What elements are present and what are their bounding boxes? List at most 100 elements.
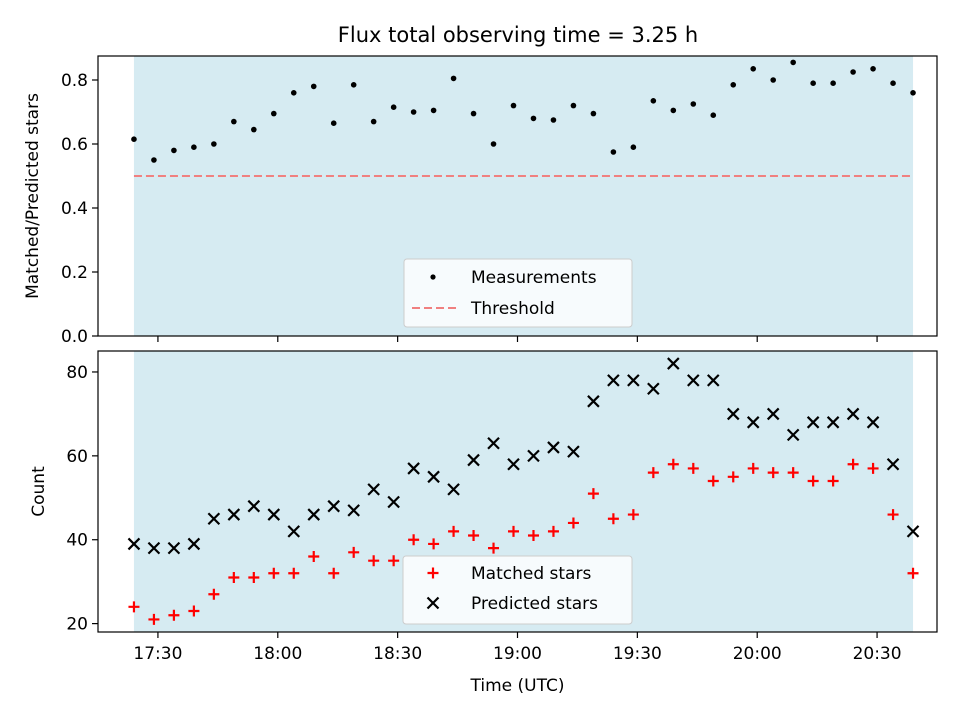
measurement-point bbox=[530, 115, 537, 122]
measurement-point bbox=[131, 136, 137, 142]
predicted-star-point bbox=[127, 537, 141, 551]
predicted-star-point bbox=[607, 374, 620, 387]
bottom-x-tick-label: 18:00 bbox=[253, 644, 302, 664]
bottom-x-tick-label: 17:30 bbox=[133, 644, 182, 664]
bottom-legend: Matched stars Predicted stars bbox=[402, 555, 633, 625]
bottom-y-axis-ticks: 20 40 60 80 bbox=[66, 363, 98, 635]
top-x-axis-ticks bbox=[157, 336, 878, 342]
measurement-point bbox=[610, 149, 617, 155]
measurement-point bbox=[670, 107, 677, 114]
bottom-x-tick-label: 20:30 bbox=[853, 644, 902, 664]
predicted-star-point bbox=[806, 416, 820, 429]
measurement-point bbox=[570, 102, 577, 109]
predicted-star-point bbox=[846, 407, 860, 421]
predicted-star-point bbox=[706, 374, 720, 387]
predicted-star-point bbox=[487, 436, 500, 450]
measurement-point bbox=[171, 147, 177, 154]
bottom-x-tick-label: 20:00 bbox=[733, 644, 782, 664]
predicted-star-point bbox=[766, 407, 780, 421]
predicted-star-point bbox=[207, 512, 221, 526]
matched-star-point bbox=[348, 546, 360, 558]
matched-star-point bbox=[527, 530, 539, 542]
matched-star-point bbox=[368, 555, 380, 567]
measurement-point bbox=[370, 118, 377, 125]
predicted-star-point bbox=[427, 470, 440, 484]
top-y-tick-label: 0.6 bbox=[61, 135, 88, 155]
matched-star-point bbox=[567, 517, 579, 529]
measurement-point bbox=[910, 90, 916, 96]
predicted-star-point bbox=[267, 508, 281, 521]
matched-star-point bbox=[188, 605, 200, 617]
x-axis-label: Time (UTC) bbox=[470, 676, 565, 696]
matched-star-point bbox=[388, 555, 400, 567]
matched-star-point bbox=[547, 525, 559, 537]
predicted-star-point bbox=[467, 453, 480, 467]
top-y-tick-label: 0.4 bbox=[61, 199, 88, 219]
predicted-star-point bbox=[647, 382, 660, 396]
measurement-point bbox=[470, 110, 477, 117]
bottom-axes-frame bbox=[97, 350, 938, 633]
measurement-point bbox=[191, 144, 197, 150]
matched-star-point bbox=[148, 613, 160, 625]
bottom-legend-box bbox=[402, 555, 633, 625]
predicted-star-point bbox=[746, 416, 760, 429]
bottom-x-tick-label: 18:30 bbox=[373, 644, 422, 664]
top-panel: 0.00.20.40.60.8 Matched/Predicted stars … bbox=[23, 55, 938, 347]
predicted-star-point bbox=[507, 457, 520, 471]
matched-star-point bbox=[687, 462, 699, 474]
predicted-star-point bbox=[587, 395, 600, 408]
bottom-y-axis-label: Count bbox=[29, 466, 49, 517]
matched-star-point bbox=[308, 551, 320, 563]
legend-measurements-marker bbox=[430, 274, 436, 280]
legend-threshold-label: Threshold bbox=[470, 299, 555, 319]
legend-predicted-x bbox=[426, 596, 440, 610]
bottom-panel: 20 40 60 80 17:30 18:00 18:30 19:00 19:30 20:00 2… bbox=[29, 350, 938, 696]
legend-matched-label: Matched stars bbox=[471, 564, 591, 584]
measurement-point bbox=[890, 80, 896, 86]
predicted-stars-points bbox=[127, 357, 920, 555]
bottom-y-tick-label: 80 bbox=[66, 363, 88, 383]
measurement-point bbox=[430, 107, 437, 114]
predicted-star-point bbox=[167, 541, 181, 555]
predicted-star-point bbox=[687, 374, 700, 387]
predicted-star-point bbox=[726, 407, 740, 421]
matched-star-point bbox=[288, 567, 300, 579]
matched-star-point bbox=[408, 534, 420, 546]
measurement-point bbox=[850, 69, 856, 75]
matched-star-point bbox=[328, 567, 340, 579]
predicted-star-point bbox=[147, 541, 161, 555]
measurement-point bbox=[810, 80, 816, 86]
matched-stars-points bbox=[128, 458, 919, 625]
legend-matched-marker bbox=[427, 567, 439, 579]
measurement-point bbox=[350, 82, 357, 88]
predicted-star-point bbox=[826, 416, 840, 429]
measurement-point bbox=[330, 120, 337, 126]
measurement-point bbox=[251, 126, 257, 133]
top-y-tick-label: 0.0 bbox=[61, 327, 88, 347]
matched-star-point bbox=[867, 462, 879, 474]
top-y-axis-ticks: 0.0 0.2 0.4 0.6 0.8 bbox=[61, 71, 98, 347]
matched-star-point bbox=[488, 542, 500, 554]
matched-star-point bbox=[767, 467, 779, 479]
matched-star-point bbox=[468, 530, 480, 542]
predicted-star-point bbox=[527, 449, 540, 463]
predicted-star-point bbox=[667, 357, 680, 370]
matched-star-point bbox=[428, 538, 440, 550]
predicted-star-point bbox=[786, 428, 800, 442]
measurement-point bbox=[270, 110, 277, 117]
bottom-x-tick-label: 19:00 bbox=[493, 644, 542, 664]
predicted-star-point bbox=[886, 457, 900, 471]
matched-star-point bbox=[128, 601, 140, 613]
matched-star-point bbox=[747, 462, 759, 474]
measurement-point bbox=[770, 77, 776, 83]
matched-star-point bbox=[727, 471, 739, 483]
measurement-point bbox=[790, 59, 796, 66]
matched-star-point bbox=[248, 571, 260, 583]
top-legend-box bbox=[403, 258, 633, 328]
predicted-star-point bbox=[367, 483, 380, 496]
measurement-point bbox=[690, 101, 697, 107]
measurement-point bbox=[410, 109, 417, 115]
top-legend: Measurements Threshold bbox=[403, 258, 633, 328]
matched-star-point bbox=[807, 475, 819, 487]
